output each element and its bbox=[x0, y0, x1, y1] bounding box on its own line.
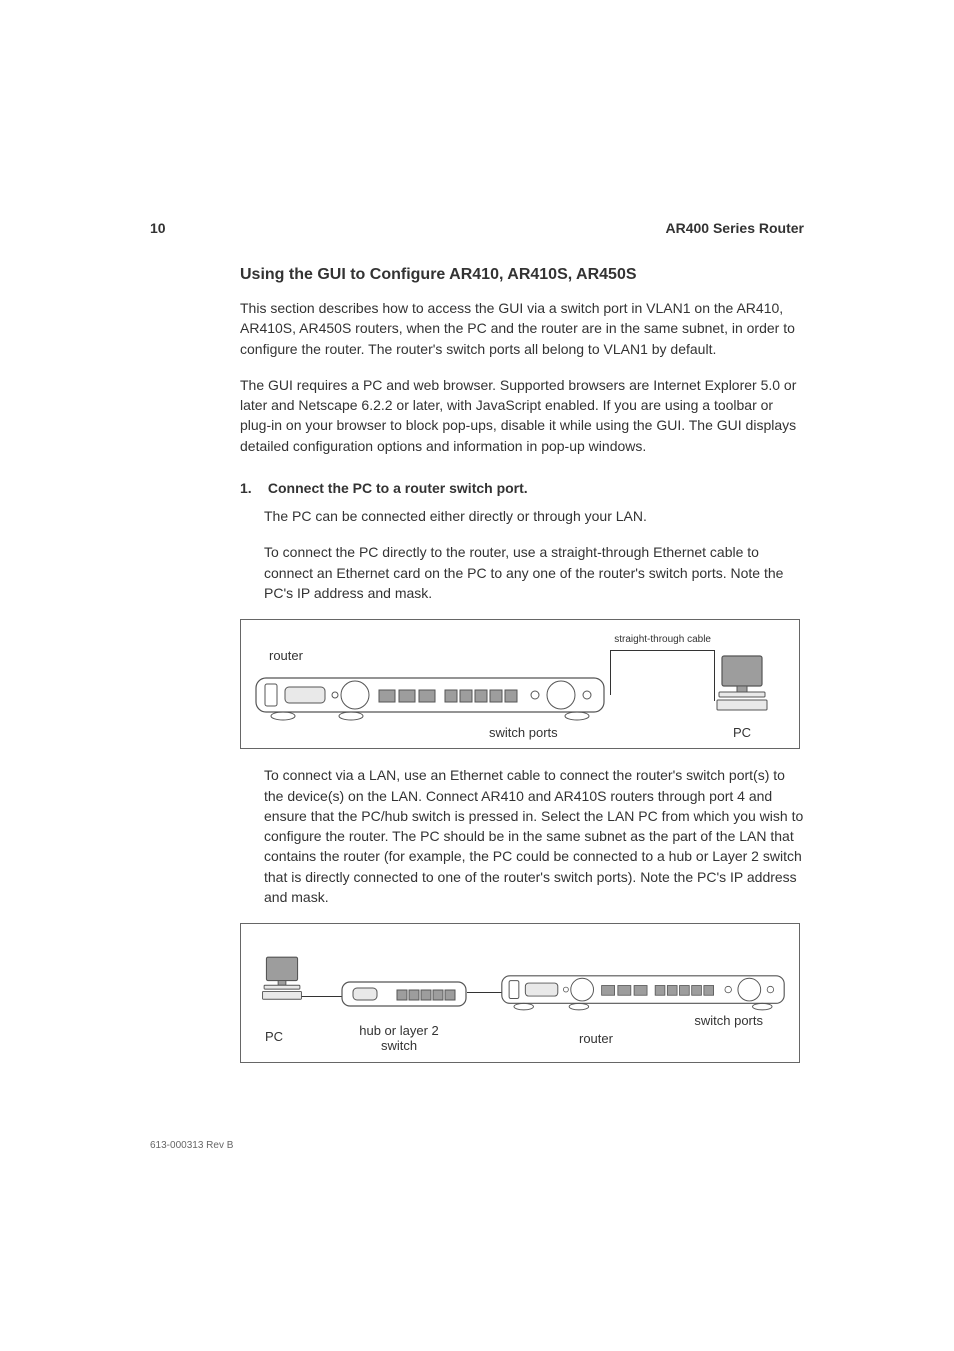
figure2-switchports-label: switch ports bbox=[694, 1013, 763, 1028]
step-1-body-3: To connect via a LAN, use an Ethernet ca… bbox=[150, 765, 804, 907]
figure2-router-label: router bbox=[579, 1031, 613, 1046]
figure1-router-label: router bbox=[269, 648, 303, 663]
step-1-title: Connect the PC to a router switch port. bbox=[268, 480, 528, 496]
router-icon bbox=[255, 672, 605, 724]
step-1-body-1: The PC can be connected either directly … bbox=[150, 506, 804, 526]
figure2-cable-2 bbox=[467, 992, 503, 993]
page-number: 10 bbox=[150, 220, 166, 236]
figure-direct-connection: straight-through cable router switch por… bbox=[150, 619, 804, 749]
footer-docref: 613-000313 Rev B bbox=[150, 1140, 233, 1151]
figure2-hub-label: hub or layer 2switch bbox=[349, 1024, 449, 1054]
step-1-body-2: To connect the PC directly to the router… bbox=[150, 542, 804, 603]
figure1-switchports-label: switch ports bbox=[489, 725, 558, 740]
router-icon bbox=[501, 970, 785, 1014]
figure1-pc-label: PC bbox=[733, 725, 751, 740]
section-para-2: The GUI requires a PC and web browser. S… bbox=[150, 375, 804, 456]
pc-icon bbox=[715, 654, 769, 714]
step-1-heading: 1. Connect the PC to a router switch por… bbox=[150, 480, 804, 496]
section-para-1: This section describes how to access the… bbox=[150, 298, 804, 359]
running-head: 10 AR400 Series Router bbox=[150, 220, 804, 236]
pc-icon bbox=[261, 954, 303, 1004]
section-title: Using the GUI to Configure AR410, AR410S… bbox=[150, 266, 804, 284]
hub-icon bbox=[341, 978, 467, 1016]
figure2-pc-label: PC bbox=[265, 1029, 283, 1044]
figure-lan-connection: PC hub or layer 2switch router switch po… bbox=[150, 923, 804, 1063]
figure2-cable-1 bbox=[297, 996, 343, 997]
doc-title: AR400 Series Router bbox=[665, 220, 804, 236]
step-1-number: 1. bbox=[240, 480, 264, 496]
figure1-cable-line2 bbox=[610, 650, 681, 695]
figure1-cable-label: straight-through cable bbox=[614, 634, 711, 645]
